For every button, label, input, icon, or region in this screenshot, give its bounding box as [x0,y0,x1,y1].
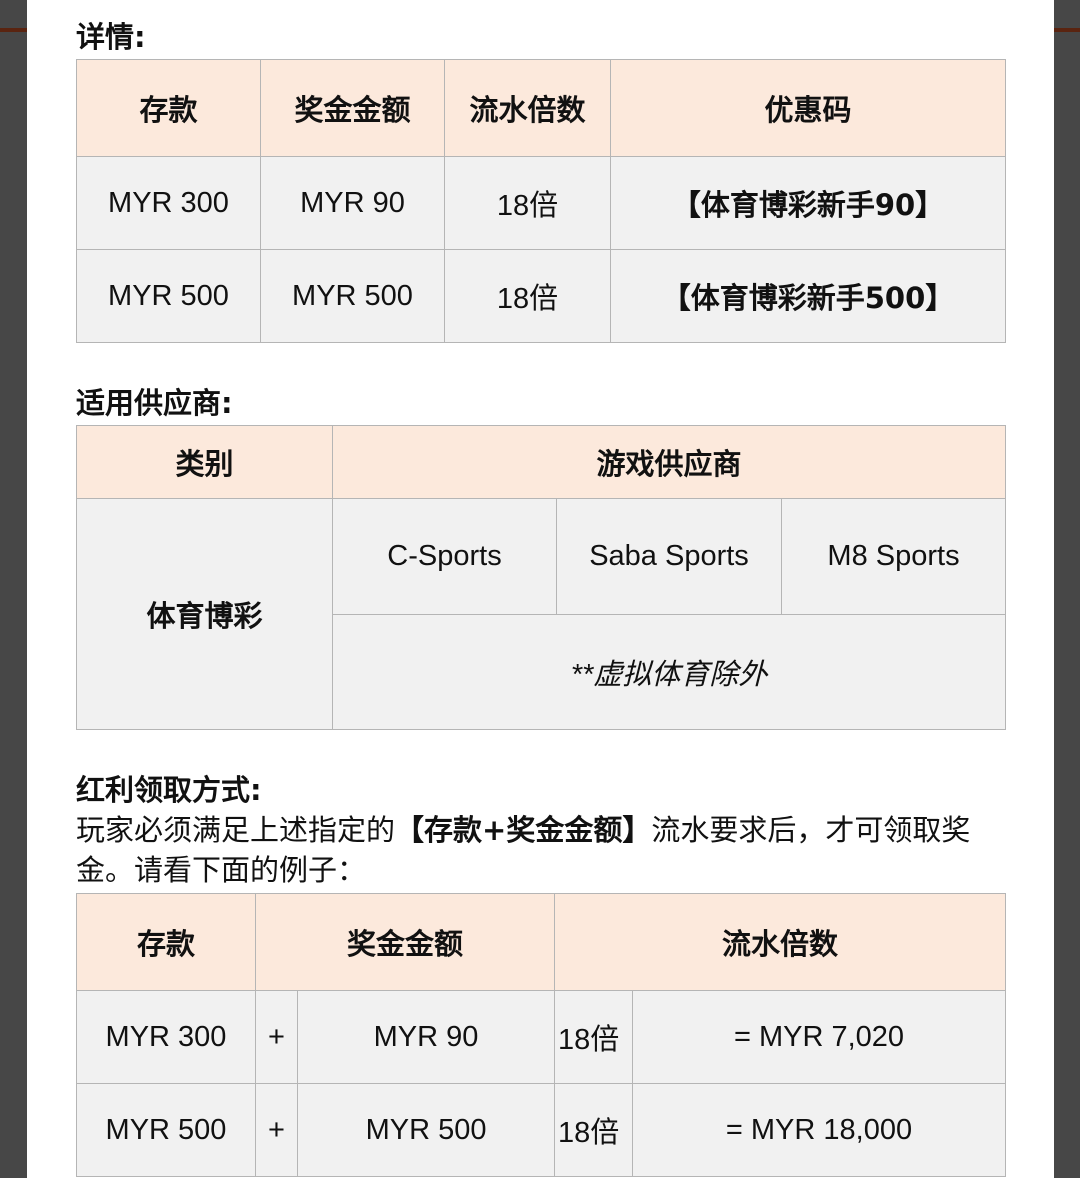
table-row: MYR 500 MYR 500 18倍 【体育博彩新手500】 [76,249,1006,343]
promo-code-cell: 【体育博彩新手500】 [610,249,1006,343]
bonus-cell: MYR 500 [296,1083,556,1177]
col-header: 游戏供应商 [332,425,1006,499]
claim-description: 玩家必须满足上述指定的【存款+奖金金额】流水要求后，才可领取奖金。请看下面的例子… [76,810,1006,890]
turnover-cell: 18倍 [444,249,611,343]
providers-table: 类别 游戏供应商 体育博彩 C-Sports Saba Sports M8 Sp… [76,425,1006,730]
provider-cell: M8 Sports [781,498,1006,615]
col-header: 优惠码 [610,59,1006,157]
turnover-cell: 18倍 [444,156,611,250]
side-accent-line [1054,28,1080,32]
table-row: MYR 500 + MYR 500 18倍 = MYR 18,000 [76,1083,1006,1177]
table-row: MYR 300 + MYR 90 18倍 = MYR 7,020 [76,990,1006,1084]
multiplier-cell: 18倍 [554,1083,634,1177]
provider-cell: Saba Sports [556,498,782,615]
claim-example-table: 存款 奖金金额 流水倍数 MYR 300 + MYR 90 18倍 = MYR … [76,893,1006,1177]
plus-cell: + [255,1083,298,1177]
exclusion-note: **虚拟体育除外 [332,614,1006,730]
category-cell: 体育博彩 [76,498,333,730]
deposit-cell: MYR 500 [76,1083,256,1177]
providers-heading: 适用供应商: [76,386,233,420]
col-header: 流水倍数 [444,59,611,157]
bonus-cell: MYR 500 [260,249,445,343]
details-table: 存款 奖金金额 流水倍数 优惠码 MYR 300 MYR 90 18倍 【体育博… [76,59,1006,343]
col-header: 存款 [76,893,256,991]
multiplier-cell: 18倍 [554,990,634,1084]
promo-code-cell: 【体育博彩新手90】 [610,156,1006,250]
col-header: 存款 [76,59,261,157]
claim-text: 流水要求后，才可领取奖金。请看下面的例子： [76,813,971,887]
claim-text-bold: 【存款+奖金金额】 [395,813,652,847]
col-header: 流水倍数 [554,893,1006,991]
turnover-result-cell: = MYR 18,000 [632,1083,1006,1177]
side-accent-line [0,28,27,32]
claim-text: 玩家必须满足上述指定的 [76,813,396,847]
bonus-cell: MYR 90 [296,990,556,1084]
turnover-result-cell: = MYR 7,020 [632,990,1006,1084]
bonus-cell: MYR 90 [260,156,445,250]
col-header: 奖金金额 [254,893,556,991]
deposit-cell: MYR 300 [76,156,261,250]
col-header: 奖金金额 [260,59,445,157]
details-heading: 详情: [76,20,146,54]
deposit-cell: MYR 500 [76,249,261,343]
plus-cell: + [255,990,298,1084]
deposit-cell: MYR 300 [76,990,256,1084]
table-row: MYR 300 MYR 90 18倍 【体育博彩新手90】 [76,156,1006,250]
claim-heading: 红利领取方式: [76,773,262,807]
col-header: 类别 [76,425,333,499]
provider-cell: C-Sports [332,498,557,615]
